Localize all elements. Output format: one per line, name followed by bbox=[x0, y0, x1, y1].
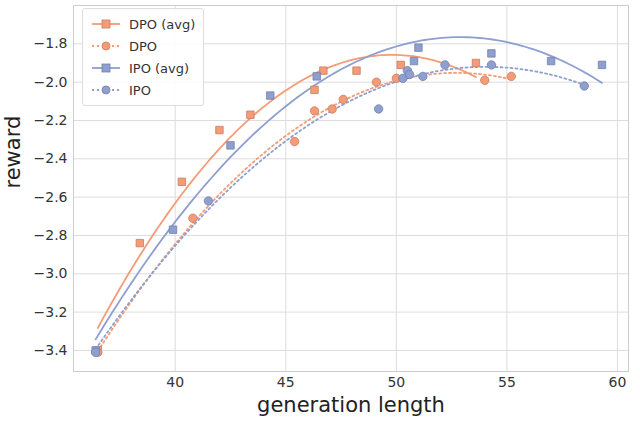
svg-text:reward: reward bbox=[1, 116, 25, 189]
svg-text:−3.4: −3.4 bbox=[34, 342, 68, 358]
svg-text:60: 60 bbox=[609, 374, 627, 390]
svg-text:−2.6: −2.6 bbox=[34, 189, 68, 205]
svg-text:−3.2: −3.2 bbox=[34, 304, 68, 320]
svg-text:55: 55 bbox=[498, 374, 516, 390]
svg-text:−2.8: −2.8 bbox=[34, 227, 68, 243]
html-text:IPO: IPO bbox=[129, 82, 151, 98]
svg-text:−3.0: −3.0 bbox=[34, 265, 68, 281]
svg-text:generation length: generation length bbox=[257, 393, 445, 417]
svg-text:−1.8: −1.8 bbox=[34, 35, 68, 51]
svg-text:45: 45 bbox=[277, 374, 295, 390]
svg-text:50: 50 bbox=[387, 374, 405, 390]
html-text:DPO (avg): DPO (avg) bbox=[129, 16, 196, 32]
svg-text:40: 40 bbox=[166, 374, 184, 390]
svg-text:−2.0: −2.0 bbox=[34, 74, 68, 90]
html-text:IPO (avg): IPO (avg) bbox=[129, 60, 190, 76]
html-text:DPO: DPO bbox=[129, 38, 158, 54]
svg-text:−2.2: −2.2 bbox=[34, 112, 68, 128]
svg-text:−2.4: −2.4 bbox=[34, 150, 68, 166]
